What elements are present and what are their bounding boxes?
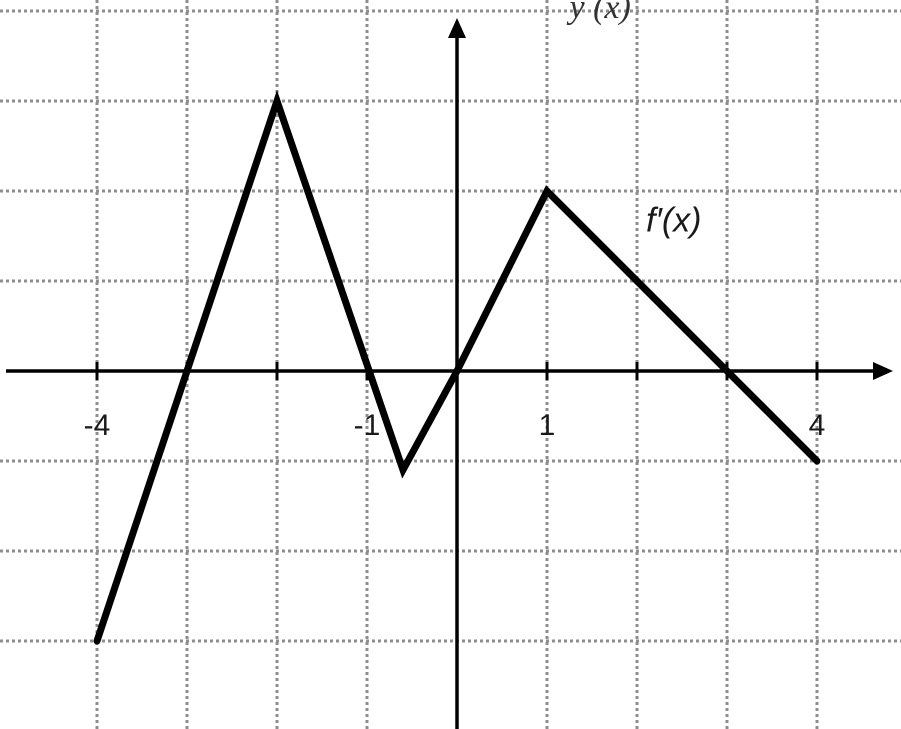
top-label: y (x) (567, 0, 631, 26)
axes (6, 18, 893, 729)
y-axis-arrow-icon (448, 18, 466, 38)
x-tick-label: 1 (539, 409, 556, 442)
x-tick-label: -4 (84, 409, 111, 442)
annotations: f′(x) y (x) (567, 0, 702, 240)
x-axis-arrow-icon (873, 362, 893, 380)
series (93, 90, 821, 645)
curve-f-prime (93, 90, 821, 645)
x-tick-label: 4 (809, 409, 826, 442)
tick-labels: -4 -1 1 4 (84, 409, 826, 442)
x-tick-label: -1 (354, 409, 381, 442)
curve-label-f-prime: f′(x) (646, 202, 701, 240)
